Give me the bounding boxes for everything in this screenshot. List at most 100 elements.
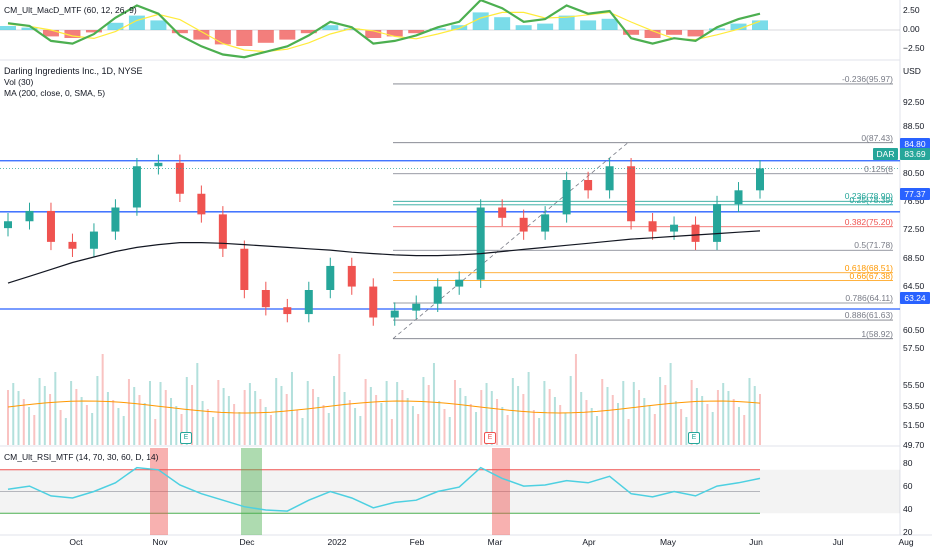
volume-bar [259, 399, 262, 445]
macd-indicator-title[interactable]: CM_Ult_MacD_MTF (60, 12, 26, 9) [4, 5, 137, 15]
candle-body [498, 207, 507, 218]
level-tag-84-80: 84.80 [900, 138, 930, 150]
candle-body [283, 307, 292, 315]
price-tick: 68.50 [903, 253, 925, 263]
moving-average-label[interactable]: MA (200, close, 0, SMA, 5) [4, 88, 106, 98]
volume-bar [617, 403, 620, 445]
earnings-marker[interactable]: E [688, 432, 700, 444]
volume-bar [354, 408, 357, 445]
volume-bar [17, 391, 20, 445]
volume-indicator-label[interactable]: Vol (30) [4, 77, 34, 87]
volume-bar [106, 392, 109, 445]
volume-bar [254, 391, 257, 445]
volume-bar [580, 392, 583, 445]
macd-histogram-bar [236, 30, 253, 46]
volume-bar [653, 414, 656, 445]
volume-bar [191, 385, 194, 445]
candle-body [541, 214, 550, 232]
volume-bar [432, 363, 435, 445]
macd-histogram-bar [0, 26, 16, 30]
volume-bar [301, 418, 304, 445]
volume-bar [164, 390, 167, 445]
volume-bar [722, 383, 725, 445]
volume-bar [285, 394, 288, 445]
volume-bar [601, 379, 604, 445]
candle-body [627, 166, 636, 222]
volume-bar [453, 380, 456, 445]
volume-bar [538, 418, 541, 445]
candle-body [154, 162, 163, 167]
volume-bar [585, 400, 588, 445]
volume-bar [548, 389, 551, 445]
volume-bar [427, 385, 430, 445]
volume-bar [627, 419, 630, 445]
macd-histogram-bar [343, 28, 360, 30]
volume-bar [638, 390, 641, 445]
macd-tick: −2.50 [903, 43, 925, 53]
volume-bar [648, 406, 651, 445]
x-axis-label: 2022 [327, 537, 347, 547]
volume-bar [327, 413, 330, 445]
candle-body [734, 190, 743, 205]
volume-bar [269, 415, 272, 445]
macd-histogram-bar [300, 30, 317, 34]
volume-bar [348, 400, 351, 445]
candle-body [46, 210, 55, 242]
volume-bar [716, 390, 719, 445]
candle-body [713, 204, 722, 242]
volume-bar [501, 407, 504, 445]
macd-histogram-bar [42, 30, 59, 37]
volume-bar [238, 412, 241, 445]
volume-bar [759, 394, 761, 445]
volume-bar [685, 417, 688, 445]
volume-bar [522, 394, 525, 445]
volume-bar [643, 398, 646, 445]
volume-bar [590, 408, 593, 445]
candle-body [390, 310, 399, 318]
volume-bar [385, 381, 388, 445]
macd-histogram-bar [623, 30, 640, 35]
candle-body [218, 214, 227, 249]
volume-bar [127, 379, 130, 445]
macd-histogram-bar [752, 20, 768, 30]
volume-bar [317, 397, 320, 445]
price-tick: 53.50 [903, 401, 925, 411]
level-tag-63-24: 63.24 [900, 292, 930, 304]
candle-body [412, 303, 421, 311]
price-tick: 80.50 [903, 168, 925, 178]
volume-bar [748, 378, 751, 445]
volume-bar [422, 377, 425, 445]
macd-histogram-bar [214, 30, 231, 45]
volume-bar [459, 388, 462, 445]
symbol-title[interactable]: Darling Ingredients Inc., 1D, NYSE [4, 66, 143, 76]
volume-bar [695, 388, 698, 445]
macd-histogram-bar [365, 30, 382, 38]
volume-bar [233, 404, 236, 445]
rsi-tick: 40 [903, 504, 913, 514]
volume-bar [222, 388, 225, 445]
volume-bar [496, 399, 499, 445]
volume-bar [175, 406, 178, 445]
volume-bar [532, 410, 535, 445]
candle-body [433, 286, 442, 304]
volume-bar [264, 407, 267, 445]
volume-bar [133, 387, 136, 445]
volume-bar [148, 381, 151, 445]
volume-bar [112, 400, 115, 445]
rsi-indicator-title[interactable]: CM_Ult_RSI_MTF (14, 70, 30, 60, D, 14) [4, 452, 159, 462]
x-axis-label: Aug [898, 537, 914, 547]
volume-bar [364, 379, 367, 445]
earnings-marker[interactable]: E [484, 432, 496, 444]
volume-bar [296, 410, 299, 445]
volume-bar [122, 416, 125, 445]
volume-bar [443, 409, 446, 445]
volume-bar [75, 389, 78, 445]
fib-level-label: 0.618(68.51) [844, 262, 893, 273]
volume-bar [701, 396, 704, 445]
volume-bar [338, 354, 341, 445]
price-tick: 60.50 [903, 325, 925, 335]
earnings-marker[interactable]: E [180, 432, 192, 444]
macd-histogram-bar [687, 30, 704, 37]
volume-bar [380, 403, 383, 445]
